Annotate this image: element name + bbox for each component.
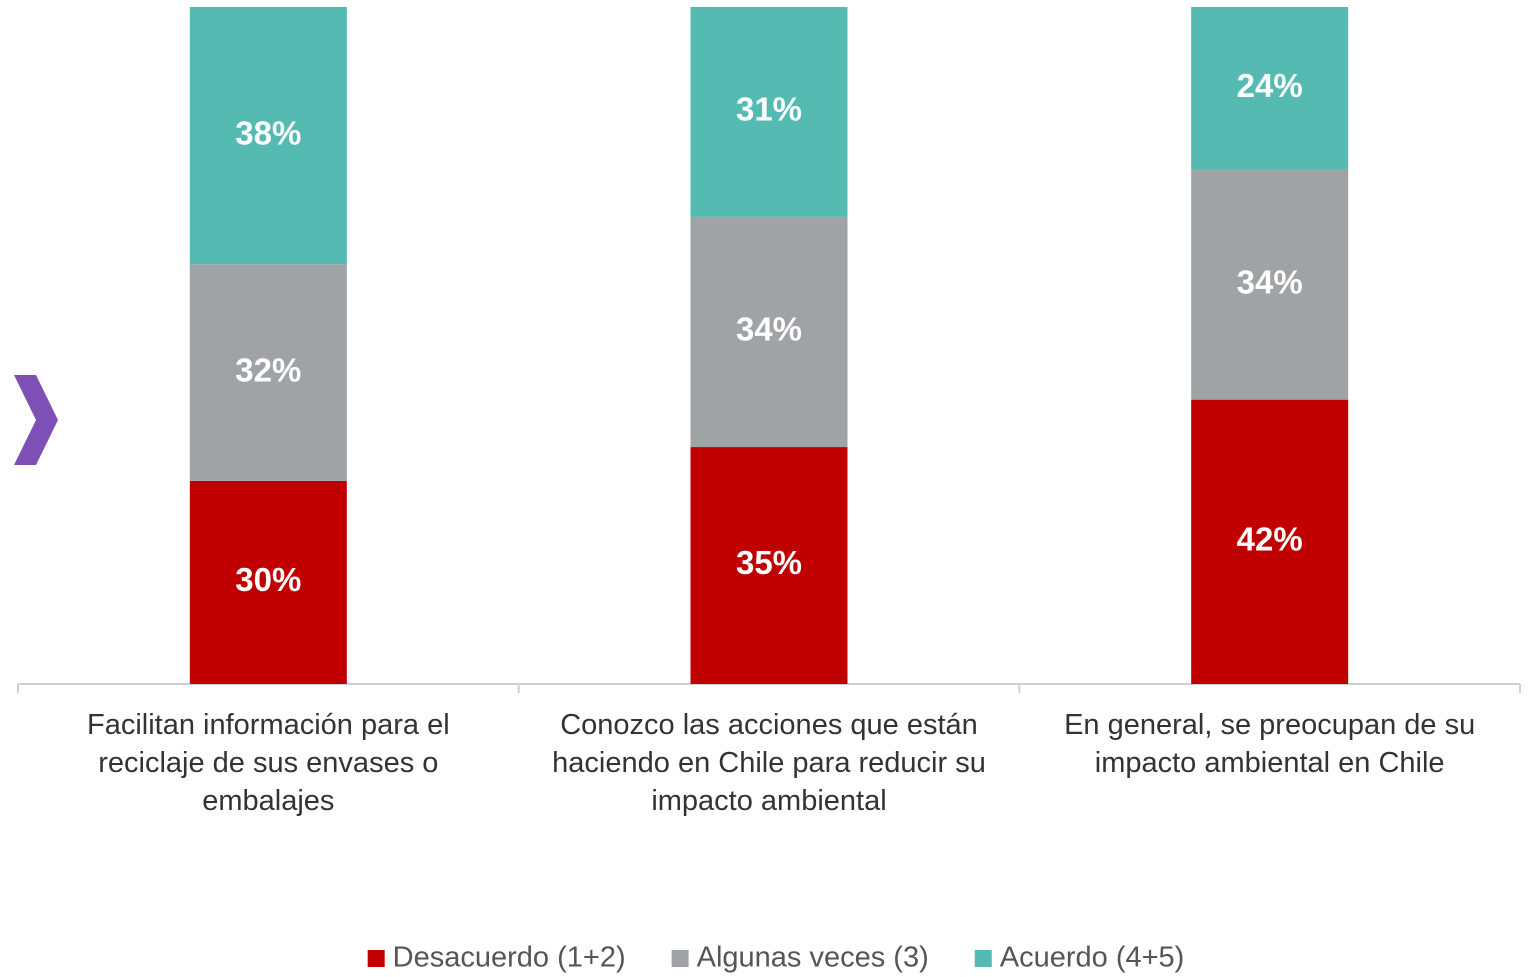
bar-segment: [1191, 7, 1349, 170]
value-label: 38%: [235, 114, 301, 151]
label-line: Facilitan información para el: [87, 709, 450, 741]
x-tick-label: Conozco las acciones que están haciendo e…: [552, 709, 986, 817]
legend: Desacuerdo (1+2) Algunas veces (3) Acuerdo…: [367, 942, 1185, 974]
legend-label: Desacuerdo (1+2): [393, 942, 626, 974]
value-label: 35%: [736, 544, 802, 581]
label-line: Conozco las acciones que están: [560, 709, 978, 741]
x-tick-label: En general, se preocupan de su impacto am…: [1064, 709, 1475, 779]
bar-segment: [189, 480, 347, 684]
value-label: 32%: [235, 351, 301, 388]
bar-segment: [189, 7, 347, 265]
value-label: 42%: [1237, 521, 1303, 558]
label-line: reciclaje de sus envases o: [98, 747, 438, 779]
bar-segment: [690, 7, 848, 217]
value-label: 31%: [736, 91, 802, 128]
bar-segment: [690, 216, 848, 448]
legend-swatch: [974, 950, 992, 967]
bar-segment: [189, 264, 347, 481]
legend-swatch: [671, 950, 689, 967]
legend-label: Algunas veces (3): [697, 942, 929, 974]
label-line: En general, se preocupan de su: [1064, 709, 1475, 741]
legend-label: Acuerdo (4+5): [1000, 942, 1185, 974]
label-line: haciendo en Chile para reducir su: [552, 747, 986, 779]
chevron: [14, 375, 58, 465]
value-label: 34%: [1237, 263, 1303, 300]
label-line: impacto ambiental en Chile: [1095, 747, 1445, 779]
bar-segment: [1191, 169, 1349, 400]
value-label: 24%: [1237, 67, 1303, 104]
bar-segment: [1191, 399, 1349, 684]
value-label: 30%: [235, 561, 301, 598]
value-label: 34%: [736, 311, 802, 348]
bar-segment: [690, 447, 848, 684]
x-tick-label: Facilitan información para el reciclaje d…: [87, 709, 450, 817]
label-line: embalajes: [202, 785, 334, 817]
label-line: impacto ambiental: [651, 785, 886, 817]
legend-swatch: [367, 950, 385, 967]
